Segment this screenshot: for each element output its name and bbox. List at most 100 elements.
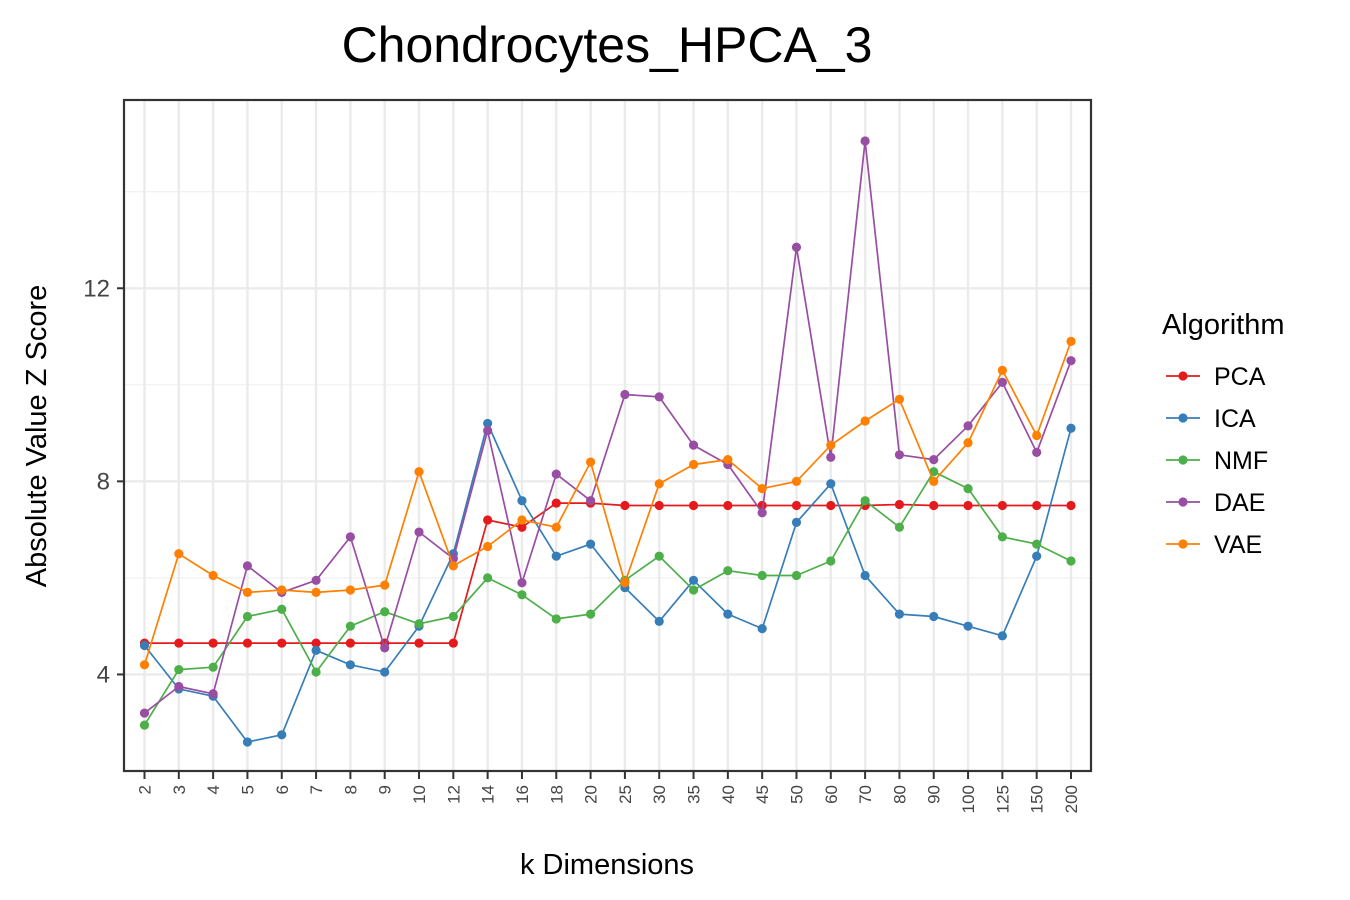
x-tick-label: 20 <box>582 785 601 804</box>
series-line-dae <box>143 140 1072 714</box>
x-tick-label: 80 <box>890 785 909 804</box>
data-point-ica <box>723 609 733 619</box>
x-tick-label: 2 <box>136 785 155 794</box>
data-point-pca <box>242 638 253 648</box>
data-point-ica <box>791 517 802 527</box>
data-point-dae <box>174 681 184 692</box>
data-point-dae <box>688 440 699 450</box>
data-point-nmf <box>414 619 424 629</box>
data-point-pca <box>826 500 836 511</box>
legend-label-dae: DAE <box>1214 489 1265 517</box>
data-point-vae <box>929 476 939 486</box>
series-vae <box>139 336 1076 670</box>
data-point-vae <box>311 587 321 597</box>
data-point-nmf <box>208 662 218 672</box>
legend-label-ica: ICA <box>1214 405 1256 433</box>
x-tick-label: 50 <box>787 785 806 804</box>
data-point-nmf <box>1032 539 1042 549</box>
x-tick-label: 150 <box>1028 785 1047 813</box>
data-point-ica <box>242 737 253 747</box>
legend-marker-dae <box>1178 497 1188 507</box>
data-point-vae <box>208 570 218 581</box>
data-point-vae <box>277 585 287 595</box>
data-point-vae <box>757 484 767 494</box>
series-line-nmf <box>143 470 1072 726</box>
data-point-pca <box>654 500 664 511</box>
data-point-pca <box>1066 500 1076 511</box>
legend-title: Algorithm <box>1162 309 1285 341</box>
data-point-vae <box>585 457 596 467</box>
data-point-ica <box>963 621 973 631</box>
x-tick-label: 8 <box>341 785 360 794</box>
data-point-nmf <box>1066 556 1076 566</box>
data-point-vae <box>448 561 458 571</box>
data-point-dae <box>208 689 218 699</box>
x-tick-label: 7 <box>307 785 326 794</box>
data-point-dae <box>997 377 1007 387</box>
x-tick-label: 14 <box>479 785 498 804</box>
series-line-pca <box>144 502 1071 644</box>
data-point-vae <box>345 585 355 595</box>
data-point-nmf <box>139 720 150 730</box>
data-point-dae <box>483 426 493 436</box>
series-pca <box>139 498 1076 648</box>
legend-marker-nmf <box>1178 455 1188 465</box>
data-point-pca <box>483 515 493 525</box>
data-point-nmf <box>757 570 767 581</box>
data-point-vae <box>997 365 1007 375</box>
y-tick-label: 4 <box>97 661 110 688</box>
y-tick-label: 8 <box>97 468 110 495</box>
data-point-nmf <box>654 551 664 561</box>
series-ica <box>139 418 1076 747</box>
x-tick-label: 16 <box>513 785 532 804</box>
data-point-nmf <box>483 573 493 583</box>
data-point-vae <box>242 587 253 597</box>
data-point-dae <box>345 532 355 542</box>
legend-label-nmf: NMF <box>1214 447 1268 475</box>
data-point-dae <box>585 496 596 506</box>
data-point-vae <box>654 479 664 489</box>
data-point-dae <box>414 527 424 537</box>
data-point-pca <box>688 500 699 511</box>
data-point-nmf <box>551 614 561 624</box>
data-point-pca <box>929 500 939 511</box>
data-point-vae <box>688 459 699 470</box>
data-point-pca <box>517 522 527 532</box>
data-point-vae <box>380 580 390 590</box>
data-point-nmf <box>345 621 355 631</box>
x-tick-label: 70 <box>856 785 875 804</box>
data-point-pca <box>757 500 767 511</box>
data-point-ica <box>277 730 287 740</box>
x-tick-label: 4 <box>204 785 223 794</box>
legend-label-pca: PCA <box>1214 363 1266 391</box>
x-tick-label: 125 <box>993 785 1012 813</box>
data-point-vae <box>791 476 802 486</box>
data-point-ica <box>483 418 493 429</box>
grid-layer <box>124 100 1091 772</box>
x-tick-label: 18 <box>547 785 566 804</box>
x-tick-label: 12 <box>444 785 463 804</box>
data-point-ica <box>860 570 870 581</box>
legend-item-nmf: NMF <box>1166 447 1268 475</box>
data-point-nmf <box>860 496 870 506</box>
data-point-nmf <box>517 590 527 600</box>
series-layer <box>139 136 1076 747</box>
data-point-nmf <box>174 665 184 675</box>
legend-item-ica: ICA <box>1166 405 1256 433</box>
legend-label-vae: VAE <box>1214 531 1262 559</box>
data-point-dae <box>963 421 973 431</box>
data-point-nmf <box>380 607 390 617</box>
data-point-ica <box>929 611 939 622</box>
data-point-dae <box>654 392 664 402</box>
data-point-pca <box>414 638 424 648</box>
data-point-pca <box>277 638 287 648</box>
data-point-vae <box>551 522 561 532</box>
data-point-pca <box>208 638 218 648</box>
legend-marker-ica <box>1178 413 1188 423</box>
x-tick-label: 30 <box>650 785 669 804</box>
data-point-nmf <box>242 611 253 622</box>
data-point-pca <box>311 638 321 648</box>
